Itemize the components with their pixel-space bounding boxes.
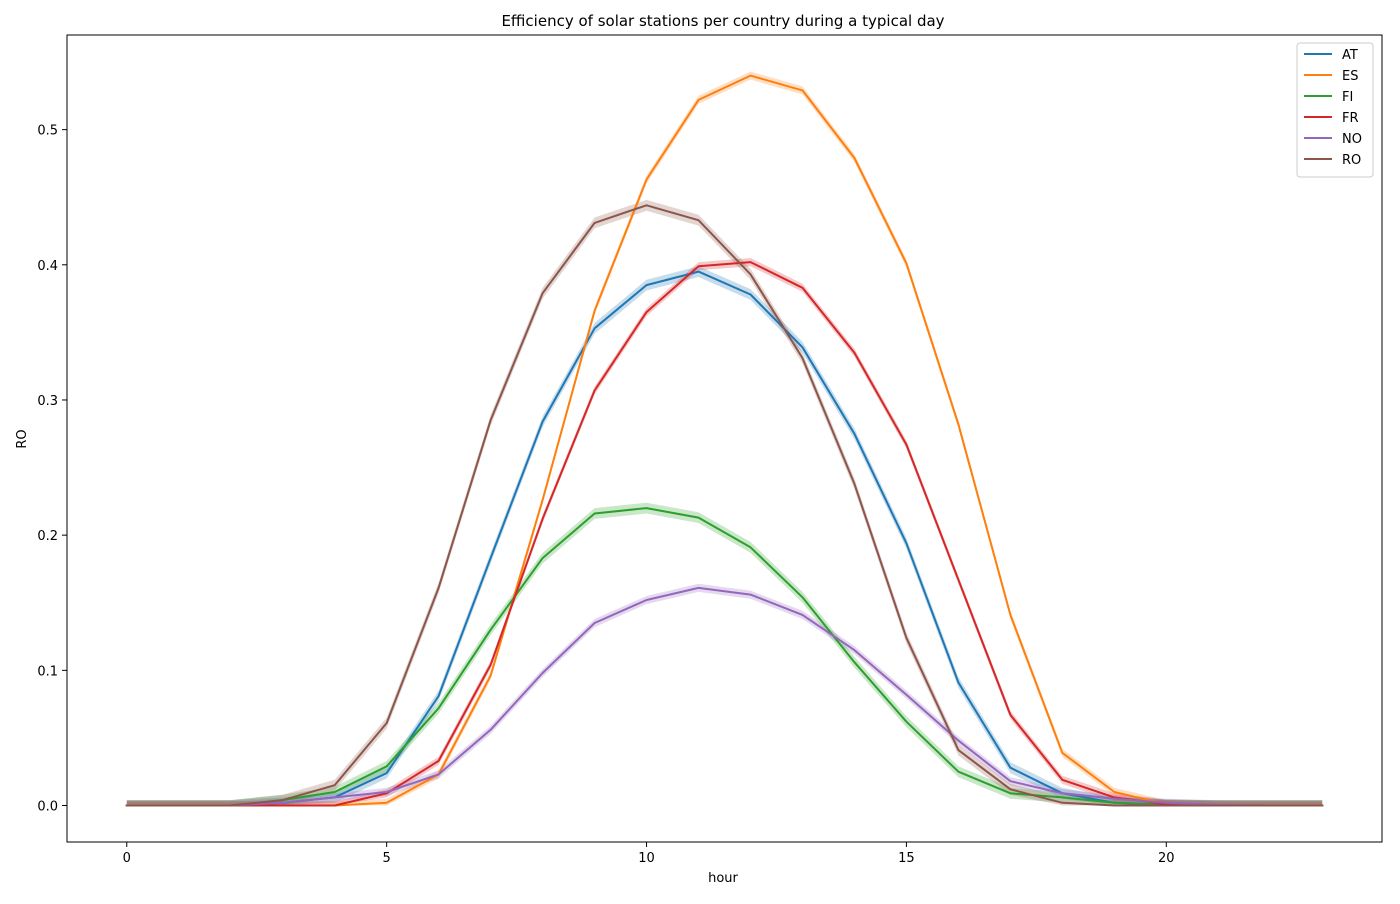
y-tick-label: 0.1 <box>37 664 58 679</box>
x-tick-label: 15 <box>898 851 915 866</box>
chart-title: Efficiency of solar stations per country… <box>501 12 944 30</box>
series-lines <box>125 74 1324 807</box>
y-tick-label: 0.3 <box>37 394 58 409</box>
x-tick-label: 5 <box>383 851 391 866</box>
series-line-ro <box>125 204 1324 807</box>
axes: 0 5 10 15 20 0.0 0.1 0.2 0.3 0.4 0.5 <box>37 34 1383 866</box>
legend-label-no: NO <box>1342 132 1362 147</box>
series-line-fi <box>125 507 1324 807</box>
x-tick-label: 0 <box>123 851 131 866</box>
legend-label-es: ES <box>1342 69 1358 84</box>
plot-frame <box>66 34 1383 843</box>
y-tick-label: 0.4 <box>37 259 58 274</box>
y-axis-label: RO <box>15 429 30 448</box>
legend: AT ES FI FR NO RO <box>1296 42 1374 178</box>
x-tick-label: 10 <box>638 851 655 866</box>
x-axis-label: hour <box>708 871 738 886</box>
legend-label-ro: RO <box>1342 153 1361 168</box>
y-tick-label: 0.2 <box>37 529 58 544</box>
y-tick-label: 0.0 <box>37 800 58 815</box>
legend-box <box>1296 42 1374 178</box>
legend-label-fi: FI <box>1342 90 1353 105</box>
series-line-no <box>125 586 1324 807</box>
legend-label-at: AT <box>1342 48 1358 63</box>
x-tick-label: 20 <box>1158 851 1175 866</box>
y-tick-label: 0.5 <box>37 124 58 139</box>
legend-label-fr: FR <box>1342 111 1359 126</box>
